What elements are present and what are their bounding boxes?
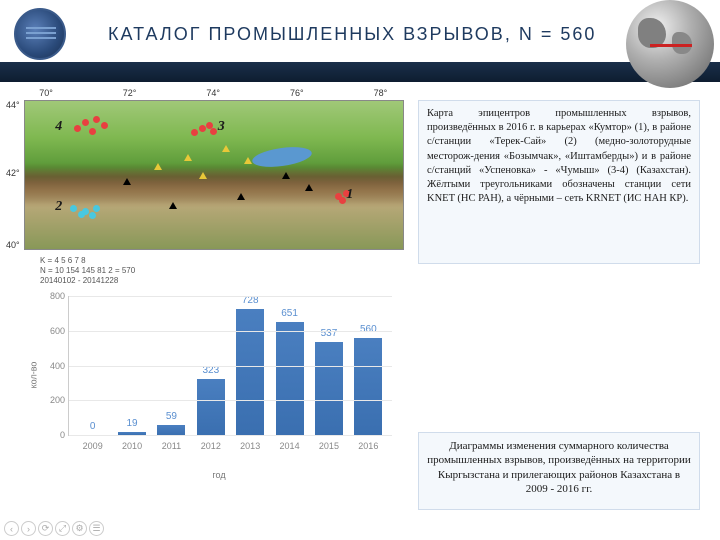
lon-tick: 74° <box>206 88 220 98</box>
y-tick: 800 <box>41 291 65 301</box>
bar-value: 323 <box>202 365 219 376</box>
settings-icon[interactable]: ⚙ <box>72 521 87 536</box>
station-y-icon <box>184 154 192 161</box>
marker-icon <box>191 129 198 136</box>
x-axis-label: год <box>212 470 225 480</box>
bar-value: 19 <box>127 418 138 429</box>
bar-category: 2014 <box>280 441 300 451</box>
nav-next-icon[interactable]: › <box>21 521 36 536</box>
station-y-icon <box>244 157 252 164</box>
bar: 6512014 <box>276 322 304 435</box>
legend-n: N = 10 154 145 81 2 = 570 <box>40 266 135 275</box>
marker-icon <box>93 205 100 212</box>
y-axis-label: кол-во <box>28 362 38 389</box>
epicenter-map: 1 2 3 4 44° 42° 40° 70° 72° 74° 76° 78° <box>24 100 404 250</box>
nav-prev-icon[interactable]: ‹ <box>4 521 19 536</box>
marker-icon <box>82 119 89 126</box>
bar-value: 560 <box>360 324 377 335</box>
bar-value: 0 <box>90 421 96 432</box>
bar: 592011 <box>157 425 185 435</box>
marker-icon <box>93 116 100 123</box>
bar-chart: кол-во год 02009192010592011323201272820… <box>34 290 404 466</box>
menu-icon[interactable]: ☰ <box>89 521 104 536</box>
description-box: Карта эпицентров промышленных взрывов, п… <box>418 100 700 264</box>
station-y-icon <box>199 172 207 179</box>
gridline <box>69 435 392 436</box>
y-tick: 200 <box>41 395 65 405</box>
y-tick: 400 <box>41 361 65 371</box>
fullscreen-icon[interactable]: ⤢ <box>55 521 70 536</box>
bar-category: 2009 <box>83 441 103 451</box>
map-box: 1 2 3 4 <box>24 100 404 250</box>
station-y-icon <box>222 145 230 152</box>
map-label-1: 1 <box>346 187 353 203</box>
footer-icons: ‹ › ⟳ ⤢ ⚙ ☰ <box>4 521 104 536</box>
gridline <box>69 400 392 401</box>
plot-area: 0200919201059201132320127282013651201453… <box>68 296 392 436</box>
logo-icon <box>14 8 66 60</box>
marker-icon <box>89 212 96 219</box>
station-k-icon <box>305 184 313 191</box>
header-bar <box>0 62 720 82</box>
marker-icon <box>74 125 81 132</box>
bar: 7282013 <box>236 309 264 435</box>
marker-icon <box>89 128 96 135</box>
y-tick: 600 <box>41 326 65 336</box>
globe-icon <box>626 0 714 88</box>
chart-caption: Диаграммы изменения суммарного количеств… <box>418 432 700 510</box>
y-tick: 0 <box>41 430 65 440</box>
bar-value: 59 <box>166 411 177 422</box>
legend-k: K = 4 5 6 7 8 <box>40 256 135 265</box>
bar-category: 2013 <box>240 441 260 451</box>
bar-category: 2016 <box>358 441 378 451</box>
map-legend: K = 4 5 6 7 8 N = 10 154 145 81 2 = 570 … <box>40 256 135 285</box>
station-k-icon <box>169 202 177 209</box>
station-k-icon <box>237 193 245 200</box>
marker-icon <box>210 128 217 135</box>
bar-value: 537 <box>321 328 338 339</box>
gridline <box>69 366 392 367</box>
bar: 3232012 <box>197 379 225 435</box>
marker-icon <box>199 125 206 132</box>
gridline <box>69 331 392 332</box>
bar-value: 651 <box>281 308 298 319</box>
map-label-3: 3 <box>218 119 225 135</box>
map-label-2: 2 <box>55 199 62 215</box>
station-k-icon <box>282 172 290 179</box>
bar-category: 2010 <box>122 441 142 451</box>
lon-tick: 76° <box>290 88 304 98</box>
lat-tick: 42° <box>6 168 20 178</box>
station-k-icon <box>123 178 131 185</box>
lon-tick: 72° <box>123 88 137 98</box>
bar-category: 2012 <box>201 441 221 451</box>
reload-icon[interactable]: ⟳ <box>38 521 53 536</box>
station-y-icon <box>154 163 162 170</box>
lon-tick: 78° <box>374 88 388 98</box>
lat-tick: 44° <box>6 100 20 110</box>
bar-category: 2011 <box>162 441 181 451</box>
bar-category: 2015 <box>319 441 339 451</box>
gridline <box>69 296 392 297</box>
map-label-4: 4 <box>55 119 62 135</box>
page-title: КАТАЛОГ ПРОМЫШЛЕННЫХ ВЗРЫВОВ, N = 560 <box>108 24 596 45</box>
legend-date: 20140102 - 20141228 <box>40 276 135 285</box>
marker-icon <box>101 122 108 129</box>
bar: 5372015 <box>315 342 343 435</box>
lat-tick: 40° <box>6 240 20 250</box>
marker-icon <box>339 197 346 204</box>
lon-tick: 70° <box>39 88 53 98</box>
marker-icon <box>70 205 77 212</box>
marker-icon <box>78 211 85 218</box>
header: КАТАЛОГ ПРОМЫШЛЕННЫХ ВЗРЫВОВ, N = 560 <box>0 0 720 70</box>
bar: 5602016 <box>354 338 382 435</box>
